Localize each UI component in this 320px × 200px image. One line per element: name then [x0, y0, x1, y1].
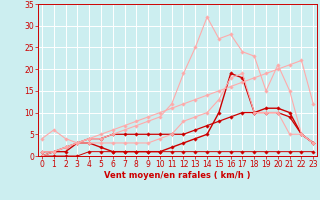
X-axis label: Vent moyen/en rafales ( km/h ): Vent moyen/en rafales ( km/h ): [104, 171, 251, 180]
